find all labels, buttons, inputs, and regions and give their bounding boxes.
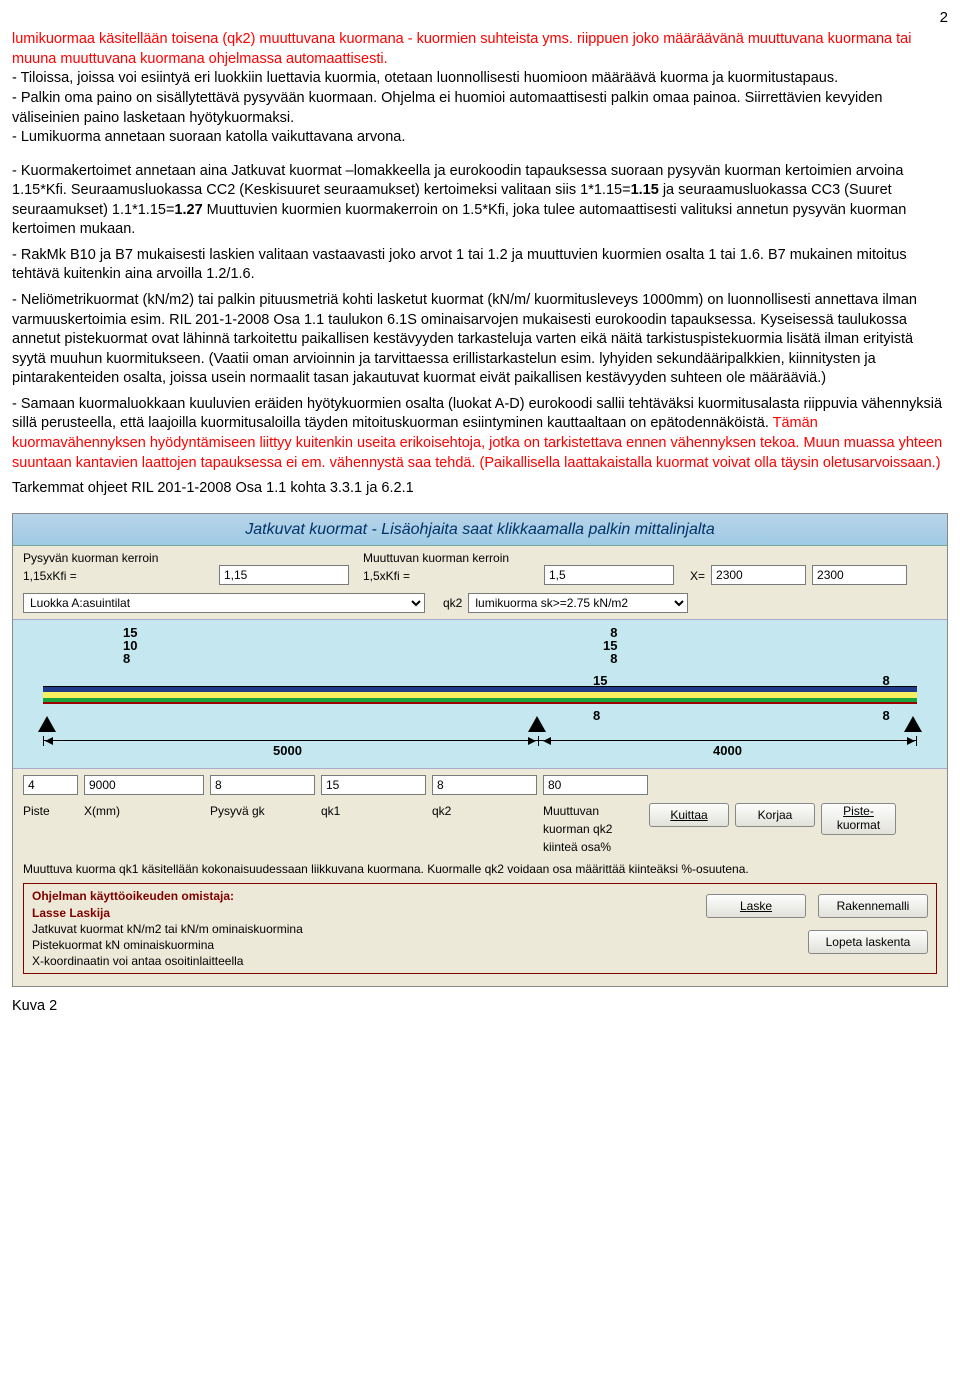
btn-text: kuormat	[837, 818, 880, 832]
owner-name: Lasse Laskija	[32, 905, 686, 921]
doc-p3: - RakMk B10 ja B7 mukaisesti laskien val…	[12, 246, 948, 285]
doc-p6: Tarkemmat ohjeet RIL 201-1-2008 Osa 1.1 …	[12, 479, 948, 499]
dimension-line	[43, 740, 917, 754]
lopeta-button[interactable]: Lopeta laskenta	[808, 930, 928, 954]
pistekuormat-button[interactable]: Piste- kuormat	[821, 803, 896, 835]
input-xmm[interactable]	[84, 775, 204, 795]
load-val: 8	[123, 652, 137, 665]
input-var-pct[interactable]	[543, 775, 648, 795]
owner-panel: Ohjelman käyttöoikeuden omistaja: Lasse …	[23, 883, 937, 974]
input-piste[interactable]	[23, 775, 78, 795]
load-val: 10	[123, 639, 137, 652]
load-val: 8	[603, 626, 617, 639]
select-qk2[interactable]: lumikuorma sk>=2.75 kN/m2	[468, 593, 688, 613]
load-val: 15	[123, 626, 137, 639]
korjaa-button[interactable]: Korjaa	[735, 803, 815, 827]
label-mvar1: Muuttuvan	[543, 803, 643, 819]
label-perm-factor: Pysyvän kuorman kerroin	[23, 550, 213, 566]
note-text: Muuttuva kuorma qk1 käsitellään kokonais…	[13, 859, 947, 879]
support-icon	[38, 716, 56, 732]
doc-p1c: - Palkin oma paino on sisällytettävä pys…	[12, 90, 882, 126]
label-mvar3: kiinteä osa%	[543, 839, 643, 855]
laske-button[interactable]: Laske	[706, 894, 806, 918]
load-val: 15	[603, 639, 617, 652]
app-window: Jatkuvat kuormat - Lisäohjaita saat klik…	[12, 513, 948, 988]
input-gk[interactable]	[210, 775, 315, 795]
span1-value: 5000	[273, 742, 302, 760]
doc-p2b: 1.15	[631, 182, 659, 198]
input-qk2[interactable]	[432, 775, 537, 795]
span2-value: 4000	[713, 742, 742, 760]
doc-p2d: 1.27	[174, 202, 202, 218]
doc-p1d: - Lumikuorma annetaan suoraan katolla va…	[12, 129, 405, 145]
beam-left-loads: 15 10 8	[123, 626, 137, 665]
rakennemalli-button[interactable]: Rakennemalli	[818, 894, 928, 918]
label-piste: Piste	[23, 803, 78, 819]
doc-p1b: - Tiloissa, joissa voi esiintyä eri luok…	[12, 70, 838, 86]
support-icon	[528, 716, 546, 732]
btn-text: Kuittaa	[670, 808, 707, 822]
label-x: X=	[690, 568, 705, 584]
document-body: lumikuormaa käsitellään toisena (qk2) mu…	[12, 30, 948, 498]
input-x1[interactable]	[711, 565, 806, 585]
btn-text: Piste-	[843, 804, 874, 818]
beam-right-loads: 8 15 8	[603, 626, 617, 665]
beam-layer-bot	[43, 698, 917, 704]
label-var-factor2: 1,5xKfi =	[363, 568, 538, 584]
beam-layers	[43, 686, 917, 714]
input-var-factor[interactable]	[544, 565, 674, 585]
app-title: Jatkuvat kuormat - Lisäohjaita saat klik…	[13, 514, 947, 547]
btn-text: Laske	[740, 899, 772, 913]
input-x2[interactable]	[812, 565, 907, 585]
input-perm-factor[interactable]	[219, 565, 349, 585]
label-var-factor: Muuttuvan kuorman kerroin	[363, 550, 538, 566]
label-qk2b: qk2	[432, 803, 537, 819]
owner-line3: X-koordinaatin voi antaa osoitinlaitteel…	[32, 953, 686, 969]
doc-p1a: lumikuormaa käsitellään toisena (qk2) mu…	[12, 31, 911, 67]
label-xmm: X(mm)	[84, 803, 204, 819]
kuittaa-button[interactable]: Kuittaa	[649, 803, 729, 827]
figure-caption: Kuva 2	[12, 997, 948, 1017]
label-perm-factor2: 1,15xKfi =	[23, 568, 213, 584]
owner-title: Ohjelman käyttöoikeuden omistaja:	[32, 888, 686, 904]
doc-p4: - Neliömetrikuormat (kN/m2) tai palkin p…	[12, 291, 948, 389]
select-class[interactable]: Luokka A:asuintilat	[23, 593, 425, 613]
support-icon	[904, 716, 922, 732]
label-qk2: qk2	[443, 595, 462, 611]
load-val: 8	[603, 652, 617, 665]
owner-line1: Jatkuvat kuormat kN/m2 tai kN/m ominaisk…	[32, 921, 686, 937]
label-qk1: qk1	[321, 803, 426, 819]
label-mvar2: kuorman qk2	[543, 821, 643, 837]
beam-diagram[interactable]: 15 10 8 8 15 8 15 10 8 8 15 8	[13, 619, 947, 769]
page-number: 2	[12, 8, 948, 28]
label-pgk: Pysyvä gk	[210, 803, 315, 819]
owner-line2: Pistekuormat kN ominaiskuormina	[32, 937, 686, 953]
input-qk1[interactable]	[321, 775, 426, 795]
